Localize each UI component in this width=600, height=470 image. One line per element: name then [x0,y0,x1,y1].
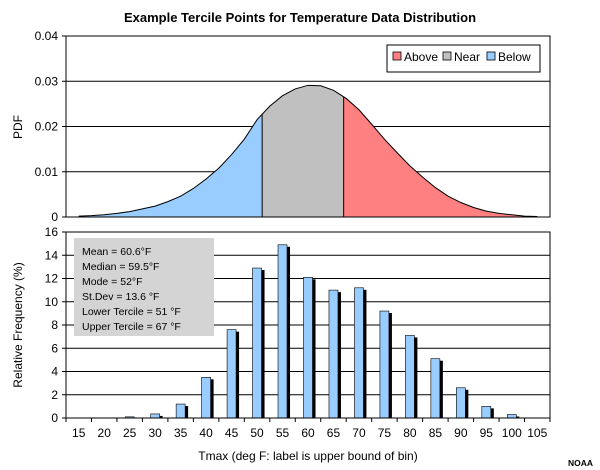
histogram-x-tick-label: 105 [527,426,547,440]
pdf-y-tick-label: 0.02 [35,120,59,134]
histogram-bar [277,244,288,419]
histogram-plot-frame [65,231,551,419]
histogram-y-tick-label: 14 [45,248,59,262]
pdf-plot-frame [65,35,551,218]
histogram-y-ticks: 0 2 4 6 8 10 12 14 16 [45,225,66,425]
statistics-box: Mean = 60.6°F Median = 59.5°F Mode = 52°… [74,238,214,336]
pdf-panel: 0 0.01 0.02 0.03 0.04 PDF Above Near Below [11,29,551,224]
pdf-area-below [78,114,263,217]
histogram-y-tick-label: 2 [51,388,58,402]
histogram-x-ticks: 15 20 25 30 35 40 45 50 55 60 65 70 75 80 85 90 95 100 105 [65,418,551,440]
histogram-x-tick-label: 40 [199,426,213,440]
pdf-y-tick-label: 0.01 [35,165,59,179]
histogram-x-tick-label: 85 [429,426,443,440]
histogram-y-tick-label: 12 [45,272,59,286]
histogram-x-tick-label: 60 [301,426,315,440]
histogram-y-tick-label: 0 [51,411,58,425]
pdf-curve [78,84,538,218]
histogram-bar [201,377,211,419]
histogram-bar [226,329,237,419]
pdf-y-tick-label: 0.03 [35,74,59,88]
histogram-x-tick-label: 50 [250,426,264,440]
credit-label: NOAA [568,458,593,468]
histogram-bar [481,406,492,419]
histogram-bar [506,414,517,419]
pdf-area-near [262,85,344,217]
pdf-y-axis-label: PDF [11,115,25,139]
histogram-bar [175,403,186,419]
histogram-y-tick-label: 8 [51,318,58,332]
pdf-area-above [343,96,538,217]
legend-box [386,44,541,73]
histogram-x-tick-label: 20 [98,426,112,440]
histogram-x-tick-label: 90 [454,426,468,440]
legend-near-label: Near [454,50,480,64]
pdf-y-ticks: 0 0.01 0.02 0.03 0.04 [35,29,66,224]
histogram-y-tick-label: 6 [51,341,58,355]
histogram-x-tick-label: 100 [502,426,522,440]
histogram-x-tick-label: 15 [72,426,86,440]
histogram-panel: 0 2 4 6 8 10 12 14 16 15 20 25 30 35 40 45 50 55 60 65 70 75… [11,225,551,463]
statistics-box-background [74,238,214,336]
legend-near-swatch [442,51,452,61]
histogram-bar [328,289,339,419]
pdf-areas [78,84,538,218]
pdf-y-tick-label: 0 [51,210,58,224]
legend-below-swatch [486,51,496,61]
histogram-x-tick-label: 55 [276,426,290,440]
histogram-y-axis-label: Relative Frequency (%) [11,262,25,387]
histogram-x-tick-label: 95 [480,426,494,440]
legend-above-swatch [392,51,402,61]
histogram-x-tick-label: 30 [148,426,162,440]
pdf-y-tick-label: 0.04 [35,29,59,43]
histogram-y-tick-label: 10 [45,295,59,309]
histogram-x-tick-label: 45 [225,426,239,440]
histogram-bar [430,358,441,419]
histogram-x-axis-label: Tmax (deg F: label is upper bound of bin… [198,449,417,463]
histogram-bar [354,287,364,419]
histogram-bar [379,310,390,419]
histogram-bar [456,387,466,419]
histogram-x-tick-label: 35 [174,426,188,440]
histogram-bar [405,335,415,419]
stat-lower-tercile: Lower Tercile = 51 °F [82,306,181,318]
stat-upper-tercile: Upper Tercile = 67 °F [82,321,181,333]
pdf-legend: Above Near Below [386,44,541,73]
histogram-x-tick-label: 75 [378,426,392,440]
stat-stdev: St.Dev = 13.6 °F [82,291,159,303]
histogram-x-tick-label: 70 [352,426,366,440]
legend-below-label: Below [498,50,531,64]
chart-title: Example Tercile Points for Temperature D… [124,10,476,25]
legend-above-label: Above [404,50,438,64]
histogram-x-tick-label: 80 [403,426,417,440]
histogram-y-tick-label: 4 [51,365,58,379]
histogram-y-tick-label: 16 [45,225,59,239]
histogram-bars [124,244,520,419]
stat-mean: Mean = 60.6°F [82,246,151,258]
histogram-bar [303,277,313,419]
stat-median: Median = 59.5°F [82,261,159,273]
histogram-x-tick-label: 25 [123,426,137,440]
histogram-bar [150,413,160,419]
histogram-bar [252,267,262,419]
histogram-x-tick-label: 65 [327,426,341,440]
stat-mode: Mode = 52°F [82,276,143,288]
